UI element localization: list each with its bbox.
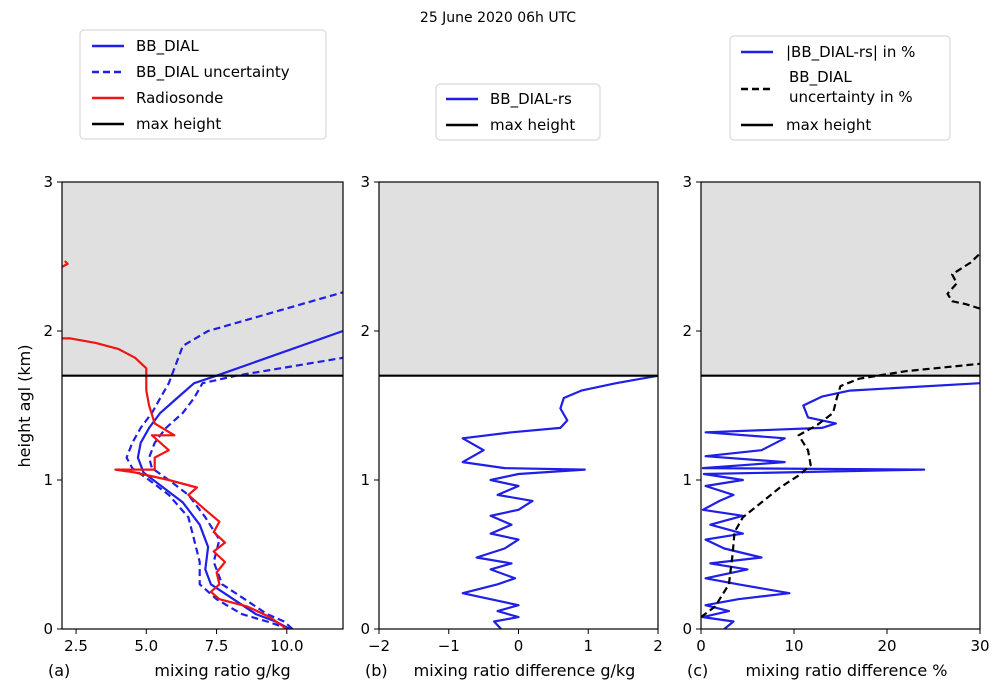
axes-frame (61, 181, 344, 630)
series-line-series-4 (62, 260, 69, 268)
x-tick-label: 30 (970, 637, 989, 655)
legend-a-radiosonde-label: Radiosonde (136, 89, 223, 107)
y-axis-label: height agl (km) (15, 345, 34, 468)
x-tick-label: −1 (438, 637, 460, 655)
y-tick-label: 0 (360, 620, 370, 638)
legend-a-uncertainty-label: BB_DIAL uncertainty (136, 63, 290, 82)
legend-a: BB_DIAL BB_DIAL uncertainty Radiosonde m… (79, 29, 327, 140)
panel-label: (a) (48, 661, 70, 680)
series-line-bb-dial-rs-in (701, 382, 980, 629)
panel-label: (c) (687, 661, 708, 680)
shaded-region (379, 182, 658, 376)
x-tick-label: 0 (514, 637, 524, 655)
x-tick-label: 7.5 (205, 637, 229, 655)
shaded-region (62, 182, 343, 376)
y-tick-label: 2 (43, 322, 53, 340)
legend-b-diff-label: BB_DIAL-rs (490, 90, 572, 109)
y-tick-label: 3 (682, 173, 692, 191)
panel-b: −2 −1 0 1 2 0 1 2 3 (b) mixing ratio difference g/… (360, 173, 662, 680)
series-line-radiosonde (62, 337, 288, 629)
series-line-bb-dial-rs (461, 374, 658, 629)
series-line-bb-dial-uncertainty-in (701, 362, 980, 618)
legend-b: BB_DIAL-rs max height (435, 83, 601, 141)
plot-area (62, 260, 343, 629)
x-axis-label: mixing ratio difference % (746, 661, 948, 680)
y-tick-label: 3 (43, 173, 53, 191)
y-tick-label: 1 (360, 471, 370, 489)
shaded-region (701, 182, 980, 376)
legend-c-uncertainty-label: BB_DIAL uncertainty in % (789, 68, 913, 106)
x-tick-label: 1 (583, 637, 593, 655)
x-tick-label: 20 (877, 637, 896, 655)
legend-a-max-height-label: max height (136, 115, 221, 133)
x-axis-label: mixing ratio difference g/kg (414, 661, 636, 680)
x-tick-label: 5.0 (134, 637, 158, 655)
x-tick-label: 0 (696, 637, 706, 655)
legend-b-max-height-label: max height (490, 116, 575, 134)
x-tick-label: 10.0 (270, 637, 303, 655)
legend-c: |BB_DIAL-rs| in % BB_DIAL uncertainty in… (729, 35, 951, 141)
x-axis-label: mixing ratio g/kg (154, 661, 290, 680)
x-tick-label: 2 (653, 637, 663, 655)
panel-c: 0 10 20 30 0 1 2 3 (c) mixing ratio difference % (682, 173, 989, 680)
axes-frame (700, 181, 981, 630)
panel-label: (b) (365, 661, 388, 680)
figure-title: 25 June 2020 06h UTC (420, 10, 576, 26)
y-tick-label: 3 (360, 173, 370, 191)
plot-area (701, 252, 980, 629)
y-tick-label: 2 (682, 322, 692, 340)
plot-area (379, 374, 658, 629)
x-tick-label: 2.5 (64, 637, 88, 655)
panel-a: 2.5 5.0 7.5 10.0 0 1 2 3 (a) mixing ratio g/kg (43, 173, 344, 680)
y-tick-label: 0 (43, 620, 53, 638)
y-tick-label: 2 (360, 322, 370, 340)
series-line-series-2 (946, 252, 980, 310)
x-tick-label: −2 (368, 637, 390, 655)
series-line-bb-dial-uncertainty (125, 291, 343, 629)
series-line-bb-dial (136, 329, 343, 629)
legend-a-bb-dial-label: BB_DIAL (136, 37, 199, 56)
y-tick-label: 1 (43, 471, 53, 489)
legend-c-max-height-label: max height (786, 116, 871, 134)
x-tick-label: 10 (784, 637, 803, 655)
y-tick-label: 0 (682, 620, 692, 638)
legend-c-diff-label: |BB_DIAL-rs| in % (786, 43, 915, 62)
y-tick-label: 1 (682, 471, 692, 489)
